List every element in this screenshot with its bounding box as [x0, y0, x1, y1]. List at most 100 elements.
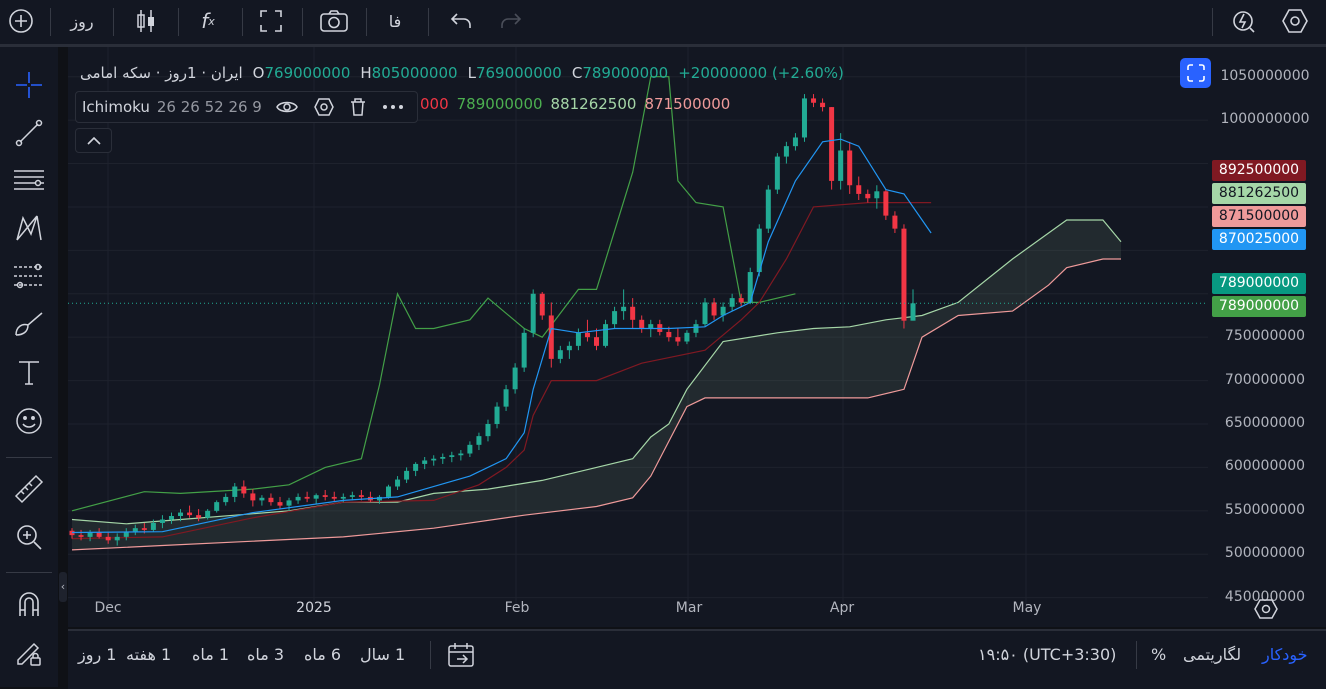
candle [96, 532, 102, 537]
divider [430, 641, 431, 669]
high-key: H [360, 64, 372, 82]
candle [168, 516, 174, 520]
price-axis-tick: 450000000 [1224, 588, 1306, 605]
candle [331, 496, 337, 499]
plus-circle-icon[interactable] [6, 6, 36, 36]
time-axis-tick: Feb [504, 600, 530, 616]
camera-icon[interactable] [318, 6, 350, 36]
candle [811, 98, 817, 103]
indicator-value: 881262500 [550, 95, 637, 113]
candle [666, 331, 672, 338]
candle [69, 530, 75, 536]
candle [395, 479, 401, 487]
price-label-text: 892500000 [1218, 162, 1300, 178]
interval-label: روز [70, 11, 94, 31]
indicator-params: 26 26 52 26 9 [156, 98, 262, 116]
collapse-legend-button[interactable] [75, 128, 112, 153]
indicator-legend[interactable]: Ichimoku 26 26 52 26 9 [75, 91, 418, 123]
candle [612, 311, 618, 325]
candle [150, 522, 156, 530]
candle [259, 497, 265, 501]
candles-icon[interactable] [131, 6, 161, 36]
timeframe-1w[interactable]: 1 هفته [126, 645, 172, 664]
timeframe-6m[interactable]: 6 ماه [304, 645, 342, 664]
maximize-chart-button[interactable] [1180, 58, 1211, 88]
indicator-value: 789000000 [456, 95, 543, 113]
chikou-span-line [71, 76, 796, 512]
candle [693, 324, 699, 333]
candle [105, 536, 111, 541]
ruler-icon[interactable] [10, 471, 48, 507]
candle [232, 486, 238, 497]
candle [639, 319, 645, 329]
price-label-text: 870025000 [1218, 231, 1300, 247]
divider [1136, 641, 1137, 669]
close-value: 789000000 [582, 64, 669, 82]
open-key: O [252, 64, 265, 82]
price-label-text: 881262500 [1218, 185, 1300, 201]
axis-settings-icon[interactable] [1254, 598, 1278, 624]
lock-pen-icon[interactable] [10, 635, 48, 671]
percent-toggle[interactable]: % [1151, 645, 1167, 664]
crosshair-icon[interactable] [10, 67, 48, 103]
candle [702, 302, 708, 325]
redo-icon[interactable] [496, 6, 526, 36]
log-toggle[interactable]: لگاریتمی [1183, 645, 1242, 664]
tenkan-sen-line [71, 138, 932, 534]
clock-time[interactable]: ۱۹:۵۰ (UTC+3:30) [978, 645, 1117, 664]
timeframe-1y[interactable]: 1 سال [360, 645, 406, 664]
candle [449, 455, 455, 457]
candle [774, 156, 780, 190]
alert-icon[interactable] [1228, 6, 1258, 36]
price-axis-tick: 550000000 [1224, 501, 1306, 518]
chart-pane[interactable] [68, 47, 1326, 627]
open-value: 769000000 [264, 64, 351, 82]
timeframe-3m[interactable]: 3 ماه [247, 645, 285, 664]
go-to-date-icon[interactable] [447, 642, 475, 672]
language-button[interactable]: فا [380, 6, 410, 36]
chart-canvas[interactable] [68, 47, 1326, 627]
candle [584, 332, 590, 338]
zoom-in-icon[interactable] [10, 519, 48, 555]
candle [205, 510, 211, 518]
candle [512, 367, 518, 390]
legend-row: ایران · 1روز · سکه امامی O769000000 H805… [80, 61, 844, 85]
time-axis-tick: Apr [829, 600, 855, 616]
timeframe-1d[interactable]: 1 روز [78, 645, 117, 664]
undo-icon[interactable] [446, 6, 476, 36]
price-label-last: 789000000 [1212, 273, 1306, 294]
candle [295, 496, 301, 501]
collapse-toolbar-handle[interactable]: ‹ [59, 572, 67, 602]
fullscreen-icon[interactable] [256, 6, 286, 36]
trend-line-icon[interactable] [10, 115, 48, 151]
settings-hex-icon[interactable] [1280, 6, 1310, 36]
more-icon[interactable] [382, 104, 404, 110]
interval-button[interactable]: روز [62, 6, 102, 36]
candle [313, 495, 319, 499]
eye-icon[interactable] [276, 99, 298, 115]
text-icon[interactable] [10, 355, 48, 391]
bottom-toolbar: 1 روز 1 هفته 1 ماه 3 ماه 6 ماه 1 سال ۱۹:… [68, 629, 1326, 689]
brush-icon[interactable] [10, 306, 48, 342]
horizontal-lines-icon[interactable] [10, 162, 48, 198]
candle [630, 306, 636, 320]
candle [711, 302, 717, 316]
magnet-icon[interactable] [10, 586, 48, 622]
candle [458, 453, 464, 456]
candle [123, 531, 129, 537]
auto-toggle[interactable]: خودکار [1262, 645, 1308, 664]
pattern-icon[interactable] [10, 210, 48, 246]
language-label: فا [388, 11, 402, 31]
symbol-title[interactable]: ایران · 1روز · سکه امامی [80, 64, 243, 82]
emoji-icon[interactable] [10, 403, 48, 439]
settings-icon[interactable] [314, 98, 334, 116]
price-axis-tick: 600000000 [1224, 458, 1306, 475]
price-label-text: 789000000 [1218, 275, 1300, 291]
timeframe-1m[interactable]: 1 ماه [192, 645, 230, 664]
trash-icon[interactable] [350, 98, 366, 116]
candle [467, 444, 473, 454]
candle [801, 98, 807, 138]
indicator-name[interactable]: Ichimoku [82, 98, 150, 116]
fib-icon[interactable] [10, 258, 48, 294]
